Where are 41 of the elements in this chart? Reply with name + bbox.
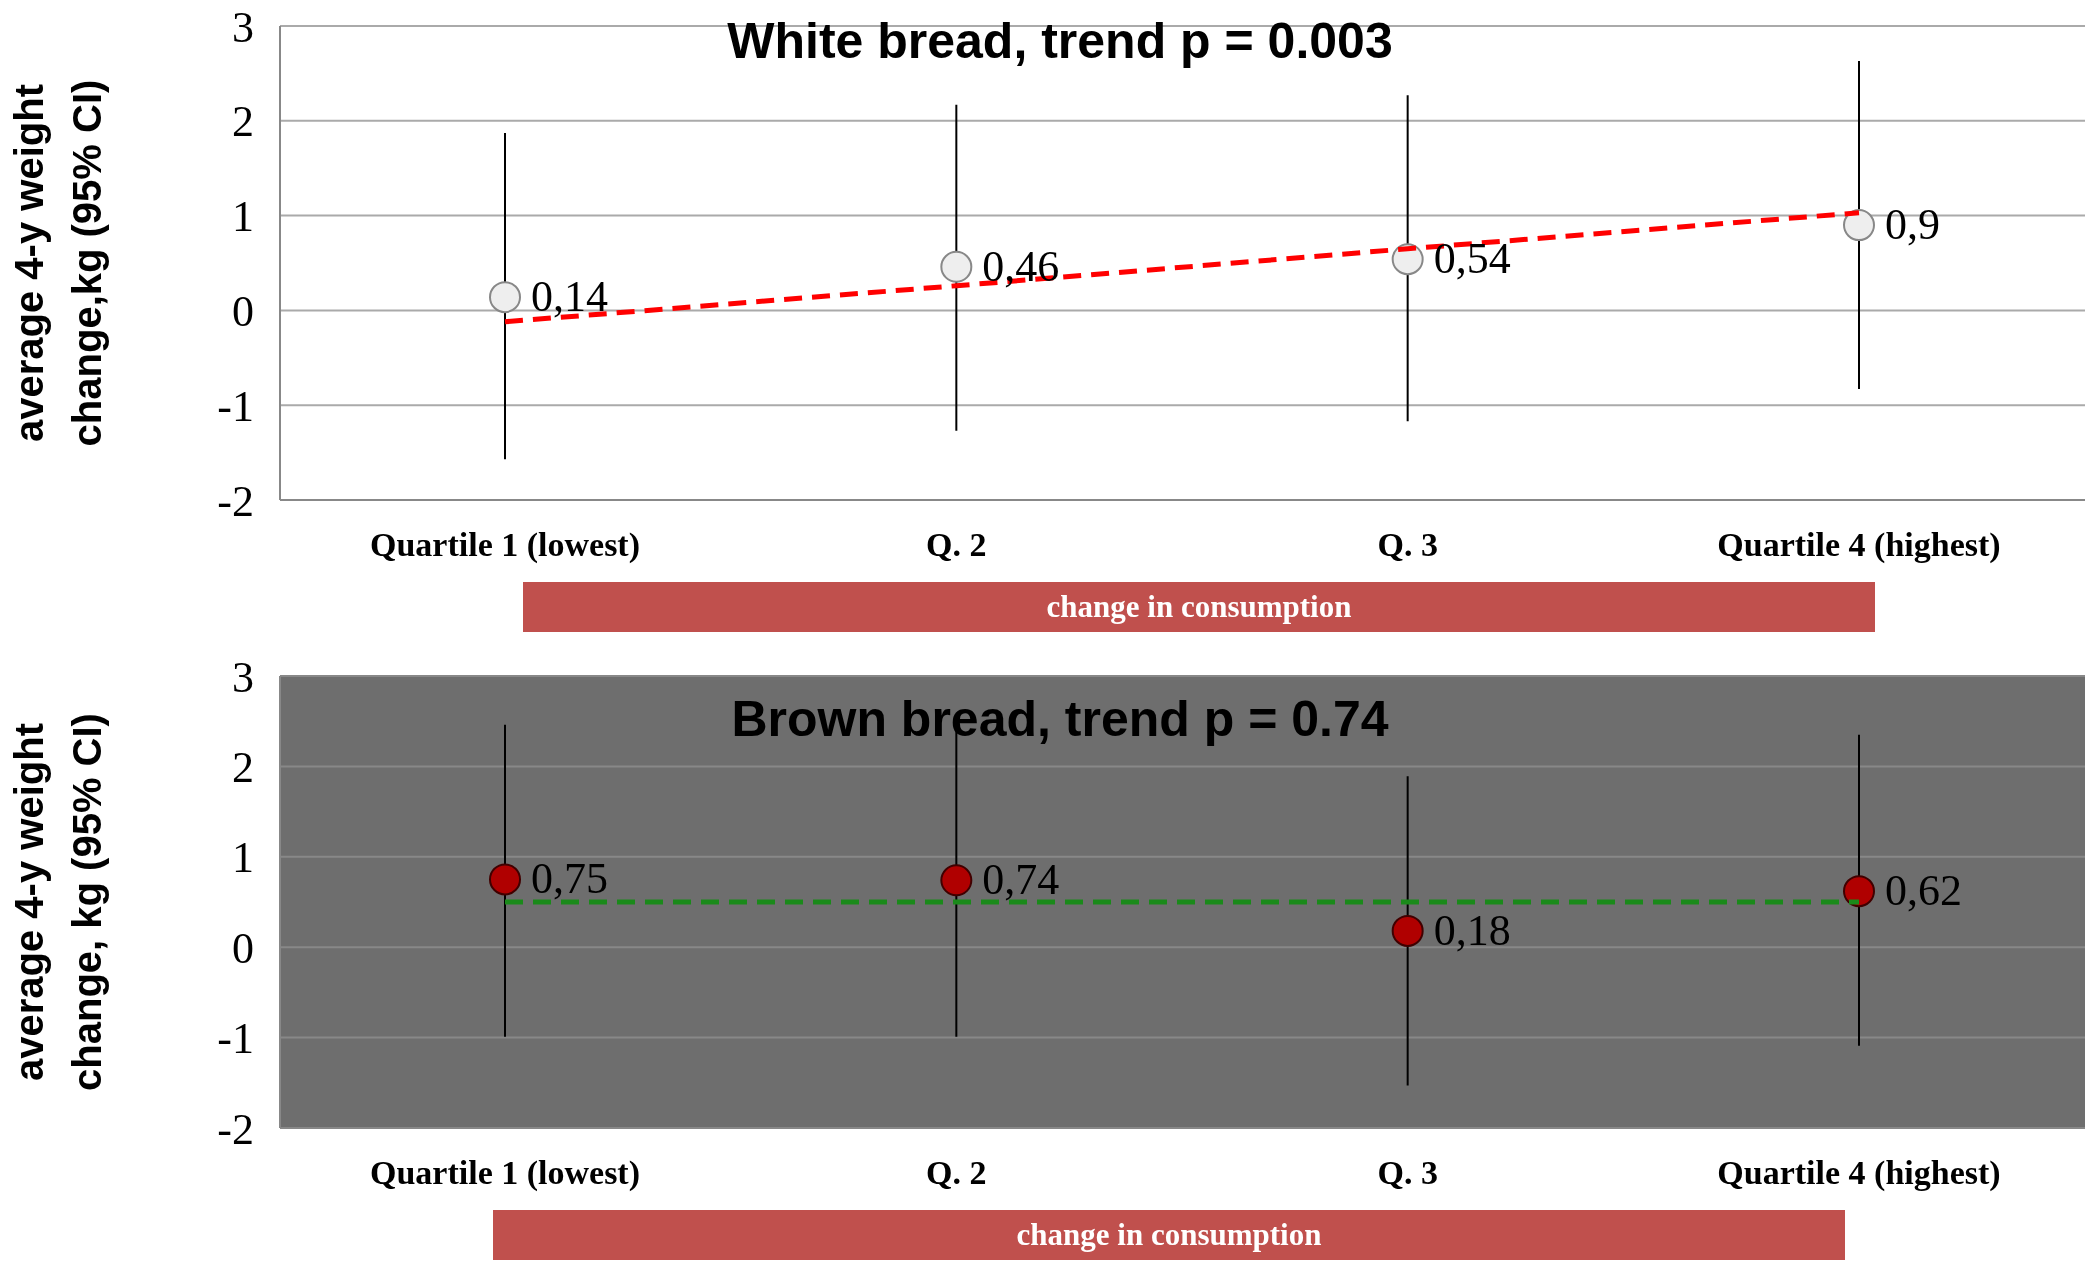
data-label: 0,46 [982, 241, 1060, 291]
point [1391, 914, 1424, 947]
data-label: 0,75 [531, 854, 608, 904]
point [940, 250, 973, 283]
point [489, 863, 521, 896]
x-tick-label: Q. 3 [1377, 526, 1438, 564]
data-label: 0,14 [531, 272, 608, 322]
y-tick-label: -1 [217, 381, 254, 431]
x-tick-label: Q. 3 [1377, 1154, 1438, 1192]
y-tick-label: -2 [217, 1104, 254, 1154]
x-tick-label: Quartile 4 (highest) [1717, 526, 2001, 565]
point [1843, 875, 1875, 908]
x-tick-label: Q. 2 [926, 1154, 987, 1192]
y-tick-label: 2 [232, 97, 254, 147]
y-tick-label: 2 [232, 743, 254, 793]
x-tick-label: Quartile 4 (highest) [1717, 1154, 2001, 1193]
y-tick-label: 3 [232, 652, 254, 702]
x-tick-label: Q. 2 [926, 526, 987, 564]
x-tick-label: Quartile 1 (lowest) [369, 1154, 641, 1193]
y-tick-label: 0 [232, 923, 254, 973]
point [489, 281, 521, 314]
x-tick-label: Quartile 1 (lowest) [369, 526, 641, 565]
chart-title: White bread, trend p = 0.003 [726, 12, 1394, 71]
data-label: 0,54 [1433, 234, 1511, 284]
y-tick-label: -1 [217, 1014, 254, 1064]
y-tick-label: 1 [232, 192, 254, 242]
point [1843, 209, 1875, 242]
point [940, 864, 973, 897]
data-label: 0,74 [982, 855, 1060, 905]
text: change in consumption [523, 582, 1875, 632]
text: change in consumption [493, 1210, 1845, 1260]
y-tick-label: 0 [232, 287, 254, 337]
y-axis-title: average 4-y weight change, kg (95% CI) [6, 712, 110, 1093]
y-tick-label: 1 [232, 833, 254, 883]
data-label: 0,9 [1885, 200, 1940, 250]
y-tick-label: 3 [232, 2, 254, 52]
y-tick-label: -2 [217, 476, 254, 526]
chart-title: Brown bread, trend p = 0.74 [730, 690, 1390, 749]
data-label: 0,62 [1885, 866, 1962, 916]
y-axis-title: average 4-y weight change,kg (95% CI) [6, 78, 110, 449]
data-label: 0,18 [1433, 905, 1511, 955]
